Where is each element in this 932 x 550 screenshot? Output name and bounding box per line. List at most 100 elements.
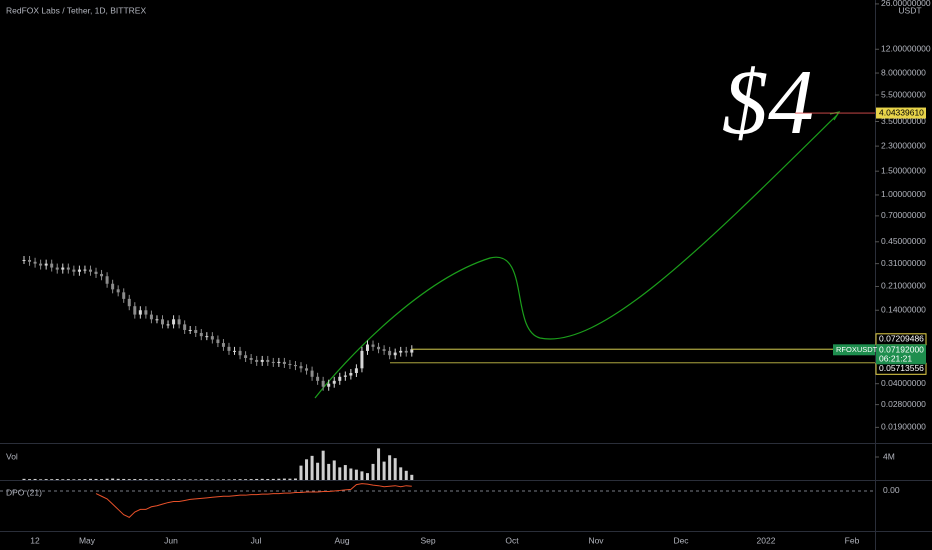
candle <box>122 292 126 299</box>
candle <box>271 361 275 363</box>
volume-bar <box>354 469 358 480</box>
volume-bar <box>116 478 120 480</box>
candle <box>293 365 297 367</box>
volume-bar <box>277 478 281 480</box>
y-tick-label: 0.01900000 <box>881 422 926 432</box>
y-tick-label: 5.50000000 <box>881 89 926 99</box>
candle <box>404 350 408 353</box>
candle <box>365 344 369 351</box>
y-tick-label: 1.00000000 <box>881 189 926 199</box>
candle <box>105 276 109 284</box>
volume-bar <box>205 479 209 480</box>
candle <box>149 314 153 320</box>
volume-bar <box>321 450 325 480</box>
volume-bar <box>122 478 126 480</box>
volume-tick-label: 4M <box>883 451 895 461</box>
volume-bar <box>255 478 259 480</box>
candle <box>227 346 231 351</box>
y-tick-label: 2.30000000 <box>881 140 926 150</box>
candle <box>255 359 259 362</box>
marker-label: 0.07209486 <box>879 334 924 344</box>
volume-bar <box>111 478 115 480</box>
volume-bar <box>138 479 142 480</box>
candle <box>77 269 81 272</box>
candle <box>349 373 353 376</box>
volume-bar <box>233 479 237 480</box>
countdown-label: 06:21:21 <box>879 354 912 364</box>
volume-bar <box>33 478 37 480</box>
candle <box>50 263 54 268</box>
last-price-box <box>876 344 926 365</box>
volume-bar <box>39 479 43 480</box>
volume-bar <box>327 463 331 480</box>
candle <box>266 359 270 362</box>
candle <box>310 370 314 377</box>
x-tick-label: Nov <box>588 535 604 545</box>
volume-bar <box>360 471 364 480</box>
symbol-box <box>833 344 875 356</box>
x-tick-label: 12 <box>30 535 40 545</box>
candle <box>410 349 414 353</box>
volume-label: Vol <box>6 451 18 461</box>
volume-bar <box>227 479 231 480</box>
x-tick-label: Sep <box>420 535 435 545</box>
candle <box>39 263 43 266</box>
candle <box>238 350 242 356</box>
x-tick-label: Feb <box>845 535 860 545</box>
volume-bar <box>305 459 309 480</box>
x-tick-label: Aug <box>334 535 349 545</box>
volume-bar <box>343 465 347 480</box>
candle <box>177 319 181 325</box>
y-tick-label: 0.45000000 <box>881 236 926 246</box>
volume-bar <box>161 479 164 480</box>
volume-bar <box>260 478 264 480</box>
candle <box>216 339 220 344</box>
volume-bar <box>332 460 336 480</box>
candle <box>22 259 26 261</box>
candle <box>371 344 375 347</box>
candle <box>316 376 320 381</box>
volume-bar <box>399 467 403 480</box>
volume-bar <box>244 479 248 480</box>
candle <box>299 366 303 369</box>
x-tick-label: 2022 <box>757 535 776 545</box>
candle <box>260 359 264 362</box>
candle <box>116 289 120 293</box>
volume-bar <box>388 455 392 480</box>
chart-title: RedFOX Labs / Tether, 1D, BITTREX <box>6 5 146 15</box>
volume-bar <box>221 479 225 480</box>
candle <box>138 310 142 315</box>
volume-bar <box>22 478 26 480</box>
annotation-text: $4 <box>722 51 814 153</box>
candle <box>233 350 237 352</box>
volume-bar <box>105 478 109 480</box>
volume-bar <box>44 479 48 480</box>
volume-bar <box>177 479 181 480</box>
last-price-label: 0.07192000 <box>879 345 924 355</box>
y-tick-label: 1.50000000 <box>881 165 926 175</box>
volume-bar <box>50 479 54 480</box>
candle <box>94 271 98 274</box>
candle <box>205 336 209 338</box>
dpo-label: DPO (21) <box>6 487 42 497</box>
y-tick-label: 0.31000000 <box>881 258 926 268</box>
candle <box>288 363 292 366</box>
candle <box>321 380 325 387</box>
volume-bar <box>77 479 81 480</box>
x-tick-label: Oct <box>505 535 519 545</box>
candle <box>66 267 70 270</box>
candle <box>144 310 148 315</box>
candle <box>360 350 364 369</box>
candle <box>244 355 248 359</box>
volume-bar <box>100 479 104 480</box>
candle <box>127 298 131 307</box>
volume-bar <box>299 465 303 480</box>
y-tick-label: 0.21000000 <box>881 281 926 291</box>
forecast-curve <box>314 113 839 399</box>
candle <box>282 361 286 364</box>
volume-bar <box>149 479 153 480</box>
volume-bar <box>249 479 253 480</box>
candle <box>183 324 187 330</box>
volume-bar <box>382 461 386 480</box>
target-box <box>876 107 926 119</box>
